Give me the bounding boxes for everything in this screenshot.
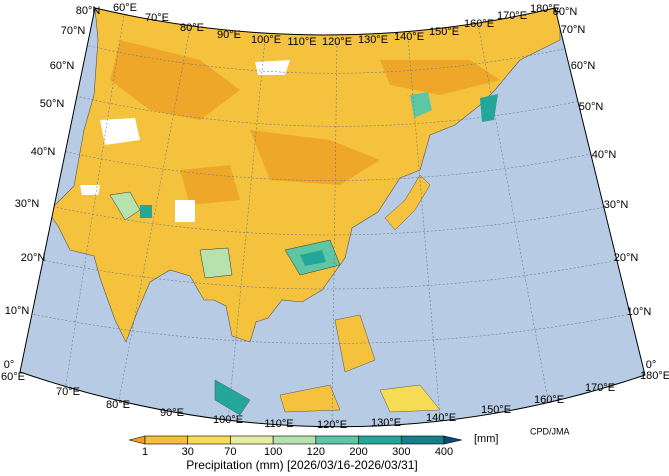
title: Precipitation (mm) [2026/03/16-2026/03/3… [186, 458, 417, 472]
coord-label: 150°E [481, 404, 511, 416]
credit: CPD/JMA [530, 426, 570, 436]
colorbar-tick-label: 1 [142, 446, 148, 458]
coord-label: 110°E [287, 36, 316, 48]
coord-label: 180°E [530, 3, 560, 15]
coord-label: 60°E [113, 2, 137, 14]
colorbar-segment [187, 435, 231, 445]
coord-label: 170°E [585, 382, 615, 394]
coord-label: 60°E [1, 371, 25, 383]
coord-label: 80°N [553, 6, 578, 18]
colorbar-segment [230, 435, 274, 445]
coord-label: 160°E [534, 394, 564, 406]
coord-label: 10°N [5, 305, 30, 317]
coord-label: 20°N [21, 252, 46, 264]
colorbar: 1 30 70 100 120 200 300 400 [128, 435, 463, 458]
coord-label: 20°N [614, 252, 639, 264]
coord-label: 80°E [106, 399, 130, 411]
coord-label: 60°N [50, 60, 75, 72]
coord-label: 110°E [264, 418, 293, 430]
coord-label: 150°E [429, 26, 459, 38]
map-frame [19, 7, 646, 428]
coord-label: 30°N [15, 198, 40, 210]
coord-label: 50°N [579, 101, 604, 113]
colorbar-segment [358, 435, 402, 445]
colorbar-tick-label: 100 [264, 446, 282, 458]
coord-label: 80°E [180, 22, 204, 34]
coord-label: 130°E [358, 34, 388, 46]
coord-label: 70°E [145, 12, 169, 24]
colorbar-tick-label: 70 [224, 446, 236, 458]
colorbar-arrow [128, 435, 146, 445]
land [21, 8, 641, 426]
coord-label: 100°E [213, 414, 243, 426]
coord-label: 120°E [317, 419, 347, 431]
coord-label: 40°N [592, 149, 617, 161]
coord-label: 180°E [640, 370, 669, 382]
coord-label: 170°E [497, 10, 527, 22]
colorbar-tick-label: 400 [435, 446, 453, 458]
coord-label: 130°E [371, 417, 401, 429]
coord-label: 140°E [426, 412, 456, 424]
coord-label: 60°N [571, 60, 596, 72]
colorbar-segment [400, 435, 445, 445]
colorbar-tick-label: 120 [307, 446, 325, 458]
coord-label: 120°E [322, 36, 352, 48]
colorbar-segment [272, 435, 317, 445]
coord-label: 10°N [627, 306, 652, 318]
coord-label: 70°N [61, 25, 86, 37]
unit-label: [mm] [474, 433, 498, 445]
coord-label: 160°E [464, 18, 494, 30]
coord-label: 90°E [160, 407, 184, 419]
coord-label: 0° [4, 359, 15, 371]
colorbar-arrow [443, 435, 463, 445]
coord-label: 40°N [31, 146, 56, 158]
coord-label: 140°E [394, 31, 424, 43]
coord-label: 100°E [251, 34, 281, 46]
colorbar-segment [144, 435, 189, 445]
coord-label: 70°E [56, 386, 80, 398]
colorbar-segment [315, 435, 359, 445]
coord-label: 80°N [76, 5, 101, 17]
coord-label: 50°N [40, 98, 65, 110]
coord-label: 90°E [217, 29, 241, 41]
coord-label: 30°N [604, 199, 629, 211]
coord-label: 0° [646, 359, 657, 371]
colorbar-tick-label: 200 [349, 446, 367, 458]
coord-label: 70°N [561, 24, 586, 36]
colorbar-tick-label: 30 [182, 446, 194, 458]
colorbar-tick-label: 300 [392, 446, 410, 458]
